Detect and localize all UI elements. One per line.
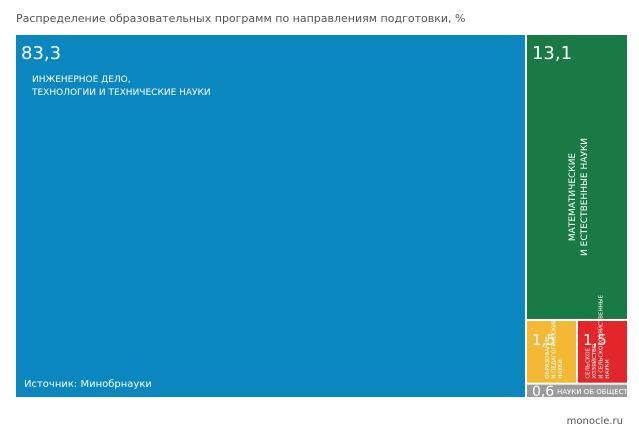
category-label: И ПЕДАГОГИЧЕСКИЕ: [551, 319, 557, 379]
treemap-cell: [526, 35, 627, 319]
treemap-cell: [526, 384, 627, 397]
source: Источник: Минобрнауки: [24, 379, 152, 390]
credit: monocle.ru: [567, 416, 623, 427]
category-label: НАУКИ ОБ ОБЩЕСТВЕ: [557, 388, 637, 396]
category-label: НАУКИ: [605, 359, 611, 378]
category-label: СЕЛЬСКОЕ: [586, 347, 592, 378]
category-label: ХОЗЯЙСТВО: [591, 343, 598, 379]
value-label: 1,5: [583, 331, 607, 349]
chart-title: Распределение образовательных программ п…: [16, 12, 465, 25]
category-label: НАУКИ: [558, 359, 564, 378]
category-label: И СЕЛЬСКОХОЗЯЙСТВЕННЫЕ: [598, 294, 605, 378]
category-label: ОБРАЗОВАНИЕ: [545, 336, 551, 379]
category-label: И ЕСТЕСТВЕННЫЕ НАУКИ: [580, 138, 590, 256]
treemap-cell: [577, 320, 627, 383]
category-label: МАТЕМАТИЧЕСКИЕ: [568, 153, 578, 242]
treemap-cell: [16, 35, 525, 397]
value-label: 83,3: [21, 43, 61, 64]
category-label: ТЕХНОЛОГИИ И ТЕХНИЧЕСКИЕ НАУКИ: [31, 88, 211, 98]
value-label: 1,5: [532, 331, 556, 349]
treemap-cell: [526, 320, 576, 383]
value-label: 13,1: [532, 43, 572, 64]
value-label: 0,6: [532, 384, 554, 400]
category-label: ИНЖЕНЕРНОЕ ДЕЛО,: [32, 75, 131, 85]
